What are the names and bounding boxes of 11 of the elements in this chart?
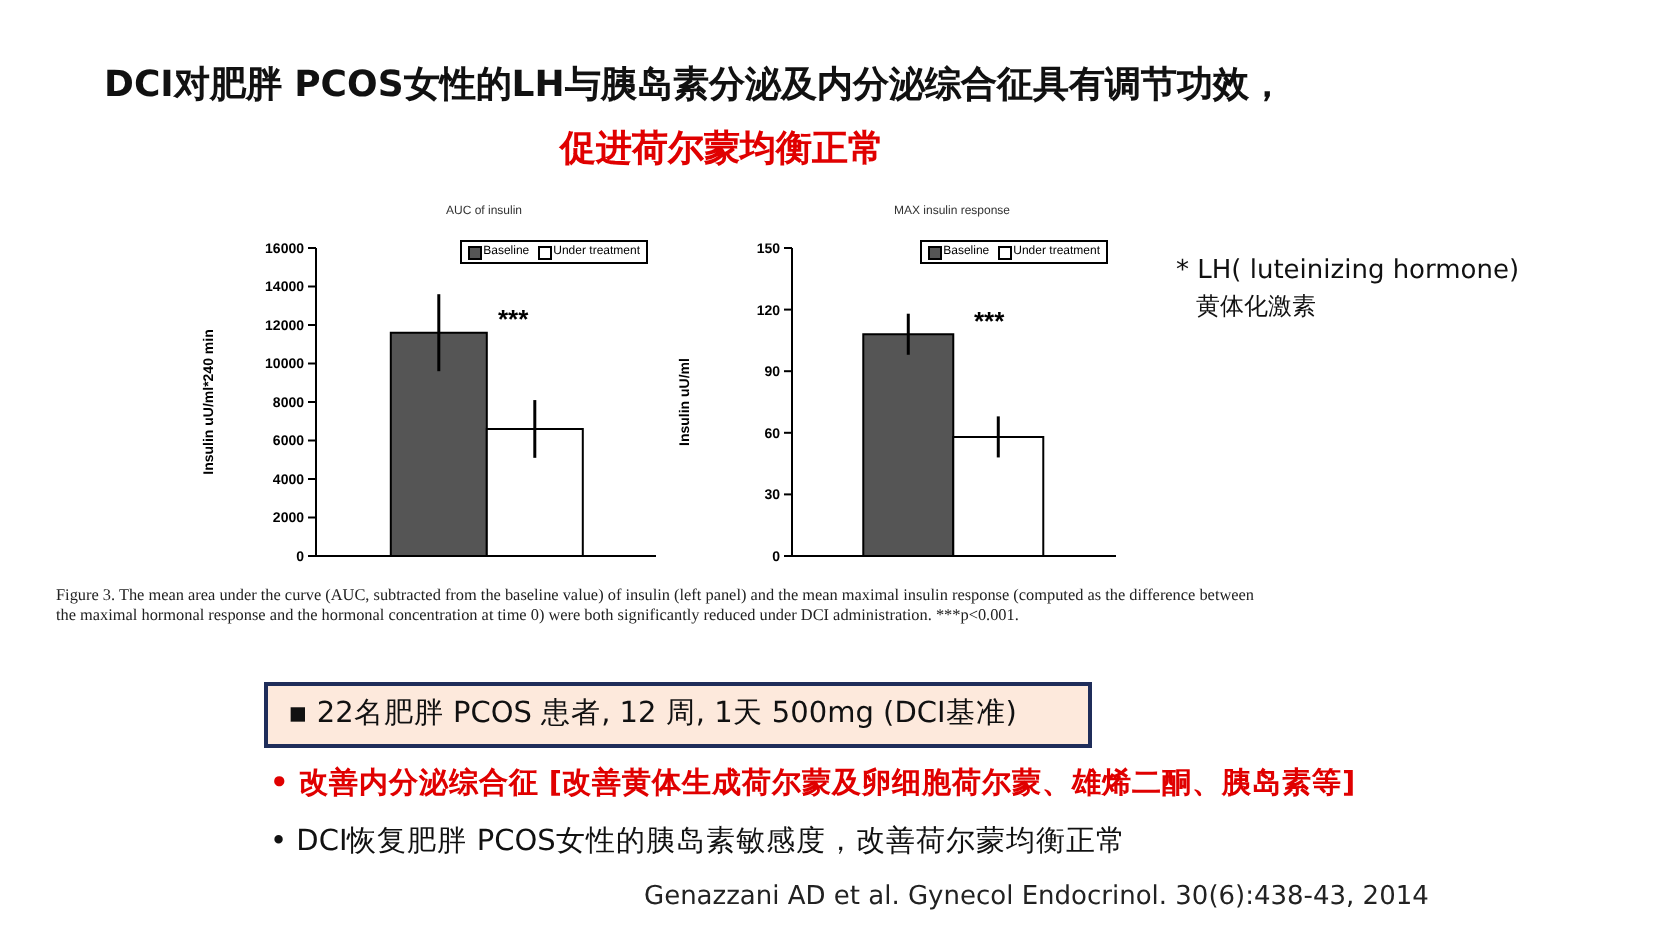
text: Genazzani AD et al. Gynecol Endocrinol. 30(6):438-43, 2014	[644, 882, 1429, 914]
annotation: ***	[498, 304, 529, 336]
text: 黄体化激素	[1196, 292, 1316, 321]
text: • 改善内分泌综合征 [改善黄体生成荷尔蒙及卵细胞荷尔蒙、雄烯二酮、胰岛素等]	[270, 768, 1356, 803]
text: DCI对肥胖 PCOS女性的LH与胰岛素分泌及内分泌综合征具有调节功效，	[104, 64, 1285, 108]
annotation: ***	[974, 306, 1005, 338]
caption: Figure 3. The mean area under the curve (AUC, subtracted from the baseline value) of insulin (left panel) and the mean maximal insulin response (computed as the difference between the maximal hormonal response and the hormonal concentration at time 0) were both significantly reduced under DCI administration. ***p<0.001.	[56, 586, 1256, 626]
text: ▪ 22名肥胖 PCOS 患者, 12 周, 1天 500mg (DCI基准)	[264, 682, 1092, 749]
text: 促进荷尔蒙均衡正常	[560, 128, 884, 172]
text: * LH( luteinizing hormone)	[1176, 256, 1520, 288]
text: • DCI恢复肥胖 PCOS女性的胰岛素敏感度，改善荷尔蒙均衡正常	[270, 826, 1126, 861]
